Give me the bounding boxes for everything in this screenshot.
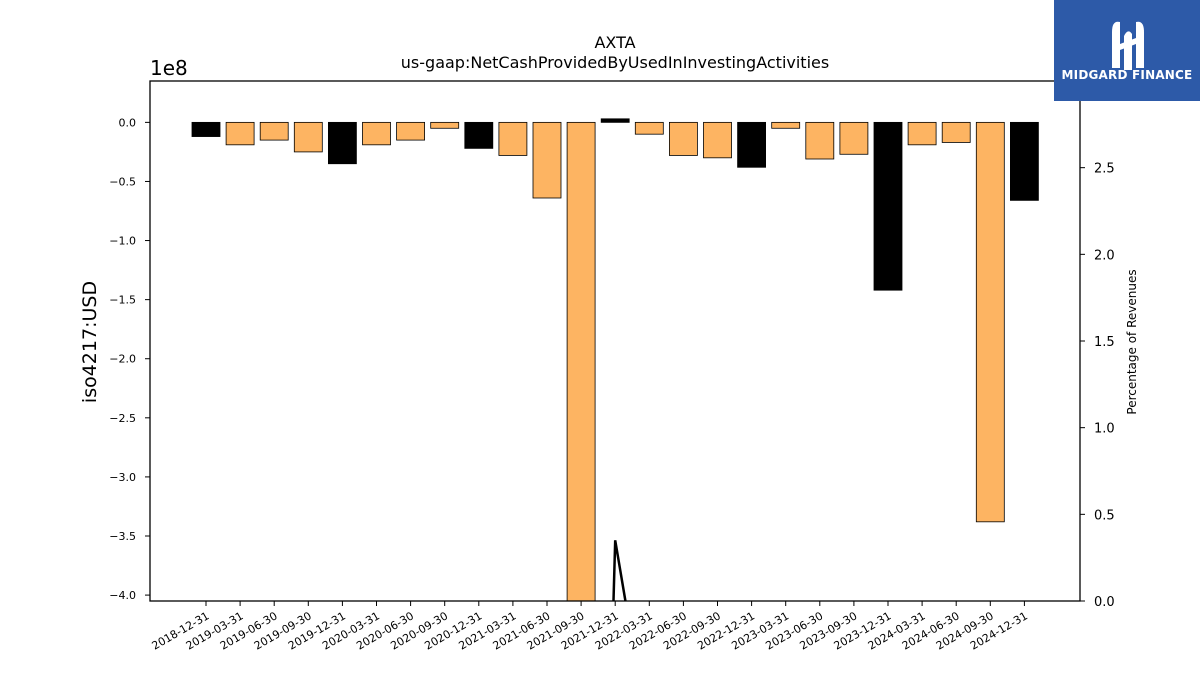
bar xyxy=(600,118,630,123)
y-tick-label: −4.0 xyxy=(109,589,136,602)
y2-axis-label: Percentage of Revenues xyxy=(1125,269,1139,414)
bar xyxy=(941,121,971,143)
percentage-line xyxy=(612,540,627,602)
bar xyxy=(634,121,664,135)
y2-tick-label: 0.0 xyxy=(1094,595,1115,610)
bar xyxy=(737,121,766,168)
bar xyxy=(703,121,732,159)
bar xyxy=(362,121,391,146)
bar xyxy=(498,121,528,156)
chart-title: AXTA xyxy=(594,33,635,52)
bar xyxy=(430,121,460,129)
plot-frame xyxy=(149,80,1081,602)
bar xyxy=(975,121,1005,523)
bar xyxy=(669,121,698,156)
y2-tick-label: 1.0 xyxy=(1094,422,1115,437)
bar xyxy=(839,121,869,155)
x-axis-ticks: 2018-12-312019-03-312019-06-302019-09-30… xyxy=(150,601,1030,653)
bar xyxy=(293,121,323,153)
y-tick-label: −0.5 xyxy=(109,175,136,188)
bar xyxy=(464,121,494,149)
y-tick-label: −2.5 xyxy=(109,412,136,425)
bar xyxy=(805,121,835,160)
y-axis-label: iso4217:USD xyxy=(79,281,101,403)
bar xyxy=(873,121,903,291)
y-tick-label: 0.0 xyxy=(119,116,137,129)
bar xyxy=(566,121,596,602)
logo-mark-icon xyxy=(1112,21,1144,70)
y-tick-label: −1.5 xyxy=(109,294,136,307)
bar xyxy=(532,121,562,199)
bar xyxy=(259,121,289,141)
bar xyxy=(771,121,801,129)
y2-axis-ticks: 0.00.51.01.52.02.53.0 xyxy=(1080,75,1115,610)
bar xyxy=(1010,121,1039,201)
bar-series xyxy=(191,118,1039,602)
chart-subtitle: us-gaap:NetCashProvidedByUsedInInvesting… xyxy=(401,53,829,72)
y-tick-label: −3.5 xyxy=(109,530,136,543)
bar xyxy=(907,121,937,146)
bar xyxy=(225,121,255,146)
y-offset-label: 1e8 xyxy=(150,56,188,80)
y-tick-label: −1.0 xyxy=(109,235,136,248)
logo-text: MIDGARD FINANCE xyxy=(1061,68,1193,82)
y2-tick-label: 2.0 xyxy=(1094,248,1115,263)
y2-tick-label: 2.5 xyxy=(1094,162,1115,177)
y-axis-ticks: 0.0 −0.5 −1.0 −1.5 −2.0 −2.5 −3.0 −3.5 −4.0 xyxy=(109,116,150,602)
percentage-series xyxy=(612,540,627,602)
bar xyxy=(327,121,357,165)
bar xyxy=(396,121,426,141)
y-tick-label: −3.0 xyxy=(109,471,136,484)
y2-tick-label: 1.5 xyxy=(1094,335,1115,350)
bar xyxy=(191,121,221,137)
y-tick-label: −2.0 xyxy=(109,353,136,366)
midgard-finance-logo: MIDGARD FINANCE xyxy=(1054,0,1200,101)
y2-tick-label: 0.5 xyxy=(1094,508,1115,523)
